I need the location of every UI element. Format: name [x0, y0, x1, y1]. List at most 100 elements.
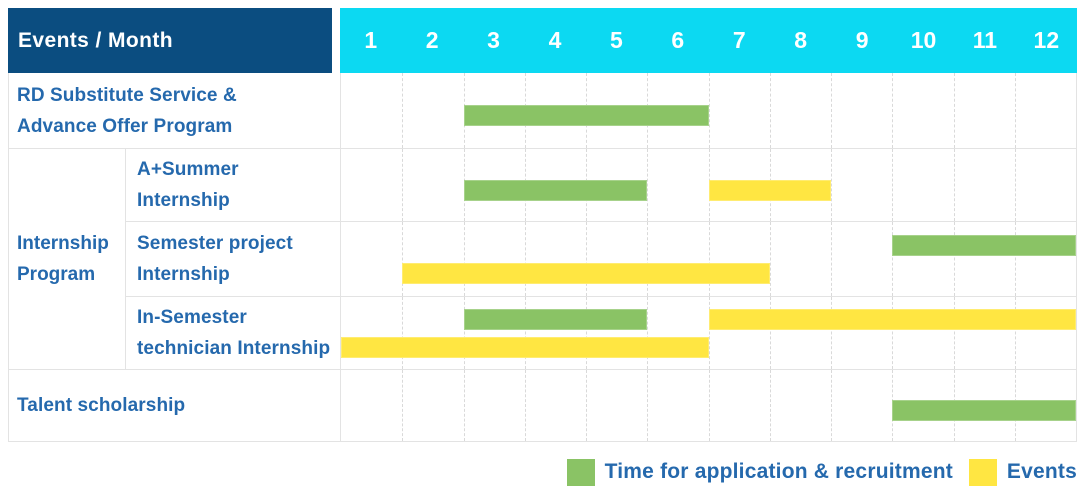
table-row: Talent scholarship [9, 369, 1076, 441]
month-header-7: 7 [732, 27, 746, 53]
band [341, 234, 1076, 256]
table-row: A+Summer Internship [126, 149, 1076, 221]
gridline [1014, 73, 1016, 148]
legend-label-events: Events [1006, 460, 1077, 483]
gridline [831, 73, 832, 148]
row-label: RD Substitute Service & Advance Offer Pro… [9, 73, 341, 148]
band [341, 400, 1076, 421]
table-row: RD Substitute Service & Advance Offer Pro… [9, 73, 1076, 148]
label-line: In-Semester [137, 307, 247, 328]
gridline [892, 222, 894, 296]
month-header-12: 12 [1033, 27, 1060, 53]
gridline [769, 222, 771, 296]
label-line: Program [17, 264, 96, 285]
gridline [463, 222, 465, 296]
bands [341, 222, 1076, 296]
gridline [892, 149, 894, 221]
gridline [953, 222, 955, 296]
header-gap [332, 8, 340, 73]
group-section: Internship Program A+Summer Internship Semes… [9, 148, 1076, 369]
gridline [708, 297, 710, 369]
gridline [769, 297, 771, 369]
band [341, 336, 1076, 358]
gridline [524, 370, 526, 441]
events-month-table: Events / Month 1 2 3 4 5 6 7 8 9 10 11 12 RD Substi… [8, 8, 1077, 442]
gridline [831, 222, 832, 296]
gridline [402, 297, 404, 369]
row-label: Talent scholarship [9, 370, 341, 441]
gridline [586, 297, 587, 369]
gridline [524, 297, 526, 369]
months-grid-cell [341, 73, 1076, 148]
gridline [524, 222, 526, 296]
group-label: Internship Program [9, 149, 126, 369]
gridline [647, 370, 649, 441]
gridline [647, 297, 649, 369]
month-header-9: 9 [855, 27, 869, 53]
legend-swatch-application-recruitment [566, 458, 595, 486]
gridline [1014, 149, 1016, 221]
gridline [831, 297, 832, 369]
gridline [708, 73, 710, 148]
gantt-bar-yellow [708, 308, 1076, 330]
band [341, 262, 1076, 284]
gridline [953, 297, 955, 369]
row-label: A+Summer Internship [126, 149, 341, 221]
gridline [892, 297, 894, 369]
band [341, 308, 1076, 330]
gridline [402, 73, 404, 148]
gridline [953, 149, 955, 221]
gridline [708, 370, 710, 441]
month-header-3: 3 [487, 27, 500, 53]
gridline [708, 222, 710, 296]
table-header-row: Events / Month 1 2 3 4 5 6 7 8 9 10 11 12 [8, 8, 1077, 73]
gridline [647, 149, 649, 221]
table-row: Semester project Internship [126, 221, 1076, 296]
row-label: In-Semester technician Internship [126, 297, 341, 369]
bands [341, 375, 1076, 441]
gridline [402, 370, 404, 441]
gridline [463, 297, 465, 369]
months-grid-cell [341, 297, 1076, 369]
gantt-bar-yellow [341, 336, 709, 358]
group-rows: A+Summer Internship Semester project Intern… [126, 149, 1076, 369]
events-month-header-cell: Events / Month [8, 8, 332, 73]
legend: Time for application & recruitment Event… [566, 456, 1077, 488]
month-header-2: 2 [425, 27, 439, 53]
months-grid-cell [341, 370, 1076, 441]
label-line: Internship [137, 264, 230, 285]
gridline [1014, 297, 1016, 369]
row-label: Semester project Internship [126, 222, 341, 296]
month-header-6: 6 [671, 27, 685, 53]
bands [341, 78, 1076, 148]
gridline [831, 370, 832, 441]
label-line: Talent scholarship [17, 395, 186, 416]
label-line: Semester project [137, 233, 293, 254]
label-line: A+Summer [137, 159, 239, 180]
legend-swatch-events [968, 458, 997, 486]
band [341, 179, 1076, 201]
gantt-bar-green [892, 234, 1076, 256]
gantt-bar-green [463, 105, 709, 126]
label-line: Internship [17, 233, 109, 254]
gridline [647, 222, 649, 296]
gridline [953, 73, 955, 148]
label-line: Internship [137, 190, 230, 211]
legend-label-application-recruitment: Time for application & recruitment [604, 460, 953, 483]
label-line: Advance Offer Program [17, 115, 233, 137]
month-header-10: 10 [910, 27, 937, 53]
gridline [586, 222, 587, 296]
label-line: RD Substitute Service & [17, 84, 237, 106]
gantt-bar-green [463, 308, 648, 330]
month-header-row: 1 2 3 4 5 6 7 8 9 10 11 12 [340, 8, 1077, 73]
gridline [769, 73, 771, 148]
month-header-1: 1 [364, 27, 378, 53]
bands [341, 297, 1076, 369]
gridline [402, 222, 404, 296]
months-grid-cell [341, 149, 1076, 221]
gridline [463, 370, 465, 441]
month-header-4: 4 [548, 27, 562, 53]
label-line: technician Internship [137, 338, 331, 359]
table-body: RD Substitute Service & Advance Offer Pro… [8, 73, 1077, 442]
